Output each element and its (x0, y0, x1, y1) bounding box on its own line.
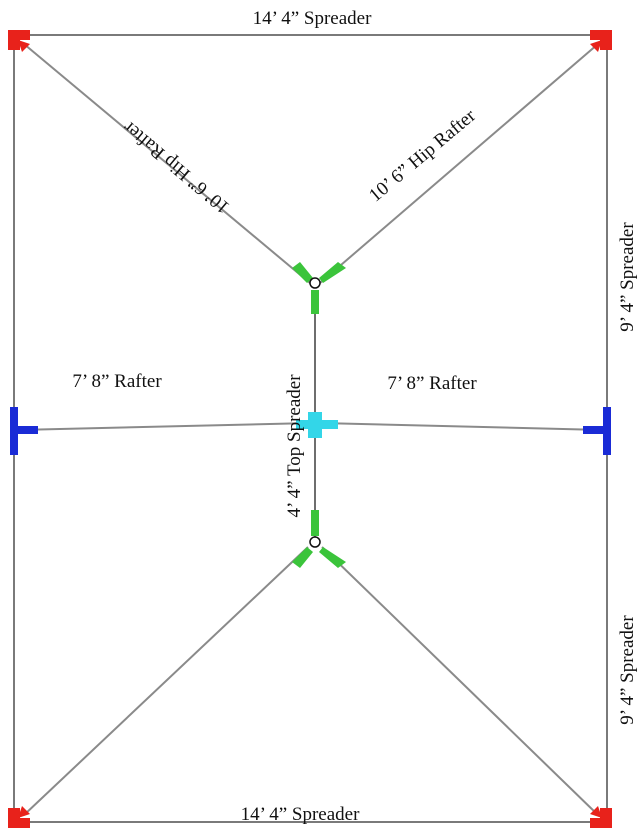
side-connector-left (10, 407, 38, 455)
rafter-right-line (319, 422, 604, 431)
hip-rafter-bottom-left-line (23, 546, 309, 816)
label-right-spreader-lower: 9’ 4” Spreader (617, 615, 638, 725)
hip-rafter-bottom-right-line (321, 546, 599, 816)
rafter-left-line (17, 422, 313, 431)
label-bottom-spreader: 14’ 4” Spreader (241, 804, 361, 825)
corner-connector-bottom-right (590, 806, 612, 828)
label-top-center-spreader: 4’ 4” Top Spreader (284, 374, 305, 518)
label-top-spreader: 14’ 4” Spreader (253, 8, 373, 29)
hub-node-lower (309, 536, 321, 548)
hip-rafter-top-left-line (23, 43, 311, 284)
hip-rafter-top-right-line (319, 43, 599, 284)
corner-connector-top-right (590, 30, 612, 52)
corner-connector-top-left (8, 30, 30, 52)
hub-connector-upper (292, 262, 346, 314)
label-hip-rafter-right: 10’ 6” Hip Rafter (365, 105, 480, 206)
hub-node-upper (309, 277, 321, 289)
label-rafter-right: 7’ 8” Rafter (387, 373, 477, 394)
center-connector (296, 412, 338, 438)
label-hip-rafter-left: 10’ 6” Hip Rafter (119, 116, 234, 217)
hub-connector-lower (292, 510, 346, 568)
label-rafter-left: 7’ 8” Rafter (72, 371, 162, 392)
side-connector-right (583, 407, 611, 455)
corner-connector-bottom-left (8, 806, 30, 828)
label-right-spreader-upper: 9’ 4” Spreader (617, 222, 638, 332)
